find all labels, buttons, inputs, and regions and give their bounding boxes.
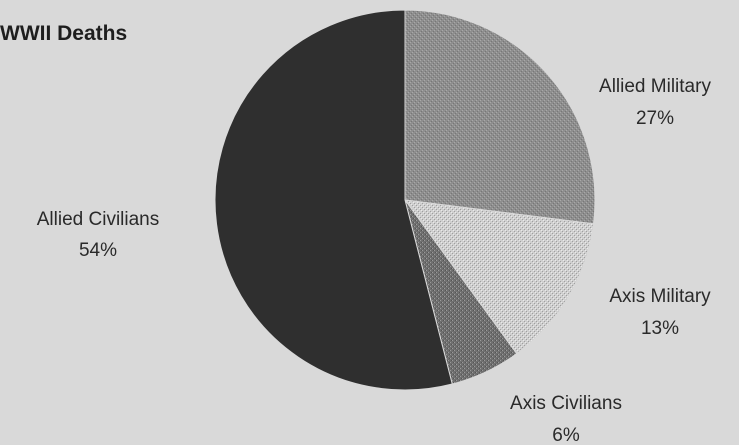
pie-labels: Allied Military 27% Axis Military 13% Axis C… [37, 76, 712, 445]
pie-slices [214, 9, 596, 391]
slice-percent-allied-military: 27% [636, 108, 674, 129]
slice-label-axis-civilians: Axis Civilians [510, 393, 622, 414]
slice-label-allied-military: Allied Military [599, 76, 711, 97]
pie-slice-allied-civilians [214, 9, 453, 391]
pie-slice-axis-military [403, 199, 595, 355]
chart-title: WWII Deaths [0, 22, 128, 45]
slice-percent-allied-civilians: 54% [79, 240, 117, 261]
slice-label-axis-military: Axis Military [609, 286, 711, 307]
slice-percent-axis-military: 13% [641, 318, 679, 339]
slice-label-allied-civilians: Allied Civilians [37, 209, 160, 230]
slice-percent-axis-civilians: 6% [552, 425, 580, 445]
pie-slice-allied-military [404, 9, 596, 225]
